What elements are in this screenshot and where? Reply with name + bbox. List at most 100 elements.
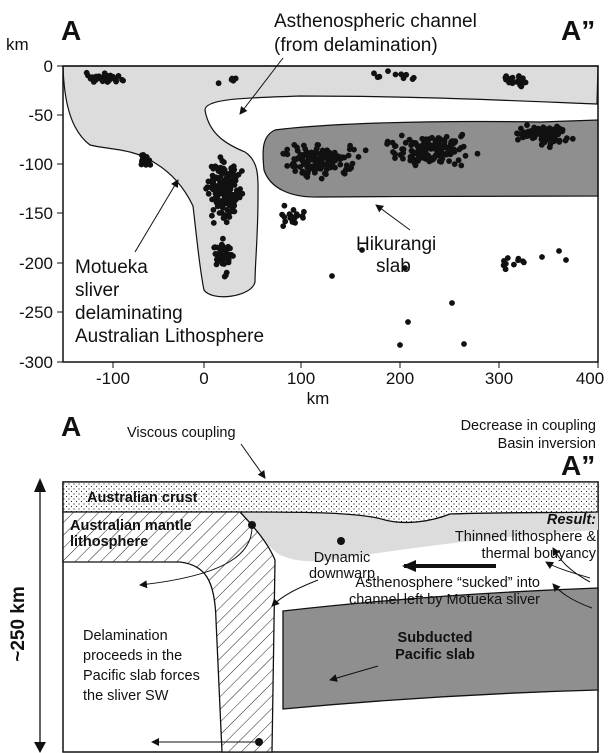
earthquake-dot <box>443 151 449 158</box>
earthquake-dot <box>280 223 287 230</box>
earthquake-dot <box>451 161 458 168</box>
y-tick-label: -150 <box>19 204 53 223</box>
earthquake-dot <box>226 177 233 184</box>
earthquake-dot <box>410 149 417 155</box>
earthquake-dot <box>521 259 527 266</box>
earthquake-dot <box>313 150 320 157</box>
earthquake-dot <box>287 215 294 221</box>
earthquake-dot <box>502 260 509 267</box>
earthquake-dot <box>562 137 569 144</box>
earthquake-dot <box>415 155 422 161</box>
earthquake-dot <box>420 155 427 161</box>
hikurangi-label-line2: slab <box>376 256 411 277</box>
earthquake-dot <box>434 143 441 150</box>
y-axis: 0 -50 -100 -150 -200 -250 -300 km <box>6 35 63 372</box>
slab-label-line1: Subducted <box>398 630 473 646</box>
earthquake-dot <box>318 175 325 182</box>
slab-arrow <box>329 665 379 682</box>
earthquake-dot <box>301 208 307 215</box>
earthquake-dot <box>225 243 232 250</box>
earthquake-dot <box>429 142 436 149</box>
earthquake-dot <box>214 165 221 171</box>
earthquake-dot <box>522 79 529 86</box>
earthquake-dot <box>289 161 296 168</box>
earthquake-dot <box>213 261 220 268</box>
earthquake-dot <box>231 202 238 209</box>
earthquake-dot <box>210 179 217 186</box>
motueka-arrow <box>134 179 179 253</box>
mantle-label-line1: Australian mantle <box>70 518 192 534</box>
x-tick-label: 0 <box>199 369 208 388</box>
earthquake-dot <box>217 173 224 180</box>
earthquake-dot <box>239 190 246 197</box>
earthquake-dot <box>208 185 215 191</box>
earthquake-dot <box>220 165 227 172</box>
earthquake-dot <box>222 248 229 254</box>
earthquake-dot <box>218 258 225 264</box>
section-label-a-double-prime-top: A” <box>561 15 595 46</box>
section-label-a-bottom: A <box>61 411 81 442</box>
earthquake-dot <box>232 177 239 184</box>
earthquake-dots <box>83 68 576 348</box>
motueka-label-line2: sliver <box>75 280 120 301</box>
motueka-label-line3: delaminating <box>75 303 183 324</box>
earthquake-dot <box>502 266 509 273</box>
earthquake-dot <box>447 141 454 148</box>
earthquake-dot <box>292 219 298 226</box>
earthquake-dot <box>462 152 469 159</box>
earthquake-dot <box>297 164 303 170</box>
bottom-panel: ~250 km A A” Viscous coupling Decrease i… <box>8 411 599 753</box>
earthquake-dot <box>515 136 521 143</box>
earthquake-dot <box>205 190 212 197</box>
earthquake-dot <box>217 154 224 161</box>
australian-crust <box>62 481 599 524</box>
earthquake-dot <box>436 158 443 165</box>
earthquake-dot <box>351 146 357 153</box>
earthquake-dot <box>556 137 563 144</box>
earthquake-dot <box>402 139 409 146</box>
earthquake-dot <box>213 251 220 257</box>
viscous-coupling-arrow <box>240 443 266 479</box>
earthquake-dot <box>531 124 538 131</box>
earthquake-dot <box>230 253 236 259</box>
earthquake-dot <box>474 150 481 157</box>
earthquake-dot <box>319 155 326 162</box>
channel-label-line2: (from delamination) <box>274 35 438 56</box>
earthquake-dot <box>301 142 307 149</box>
earthquake-dot <box>228 76 235 83</box>
downwarp-marker <box>337 537 345 545</box>
asthenosphere-curve-arrow <box>271 579 319 607</box>
delamination-line4: the sliver SW <box>83 688 169 704</box>
australian-crust-label: Australian crust <box>87 490 198 506</box>
earthquake-dot <box>221 212 228 218</box>
earthquake-dot <box>504 255 511 261</box>
x-tick-label: -100 <box>96 369 130 388</box>
earthquake-dot <box>376 73 383 80</box>
earthquake-dot <box>359 247 365 253</box>
earthquake-dot <box>281 214 288 220</box>
earthquake-dot <box>322 170 328 177</box>
depth-arrow-head-bottom <box>34 742 46 753</box>
earthquake-dot <box>556 248 562 254</box>
earthquake-dot <box>223 219 230 226</box>
sliver-top-marker <box>248 521 256 529</box>
earthquake-dot <box>220 235 226 242</box>
earthquake-dot <box>224 187 231 194</box>
earthquake-dot <box>518 77 524 84</box>
earthquake-dot <box>410 74 417 81</box>
motueka-label-line4: Australian Lithosphere <box>75 326 264 347</box>
y-tick-label: -200 <box>19 254 53 273</box>
earthquake-dot <box>294 212 301 219</box>
earthquake-dot <box>397 342 403 348</box>
earthquake-dot <box>432 152 439 159</box>
decrease-coupling-label: Decrease in coupling <box>461 418 596 434</box>
earthquake-dot <box>347 142 353 149</box>
earthquake-dot <box>398 132 405 139</box>
earthquake-dot <box>515 131 522 137</box>
earthquake-dot <box>538 127 544 133</box>
y-tick-label: -300 <box>19 353 53 372</box>
earthquake-dot <box>213 185 220 192</box>
sliver-curve-arrow <box>139 526 253 589</box>
earthquake-dot <box>546 136 552 142</box>
